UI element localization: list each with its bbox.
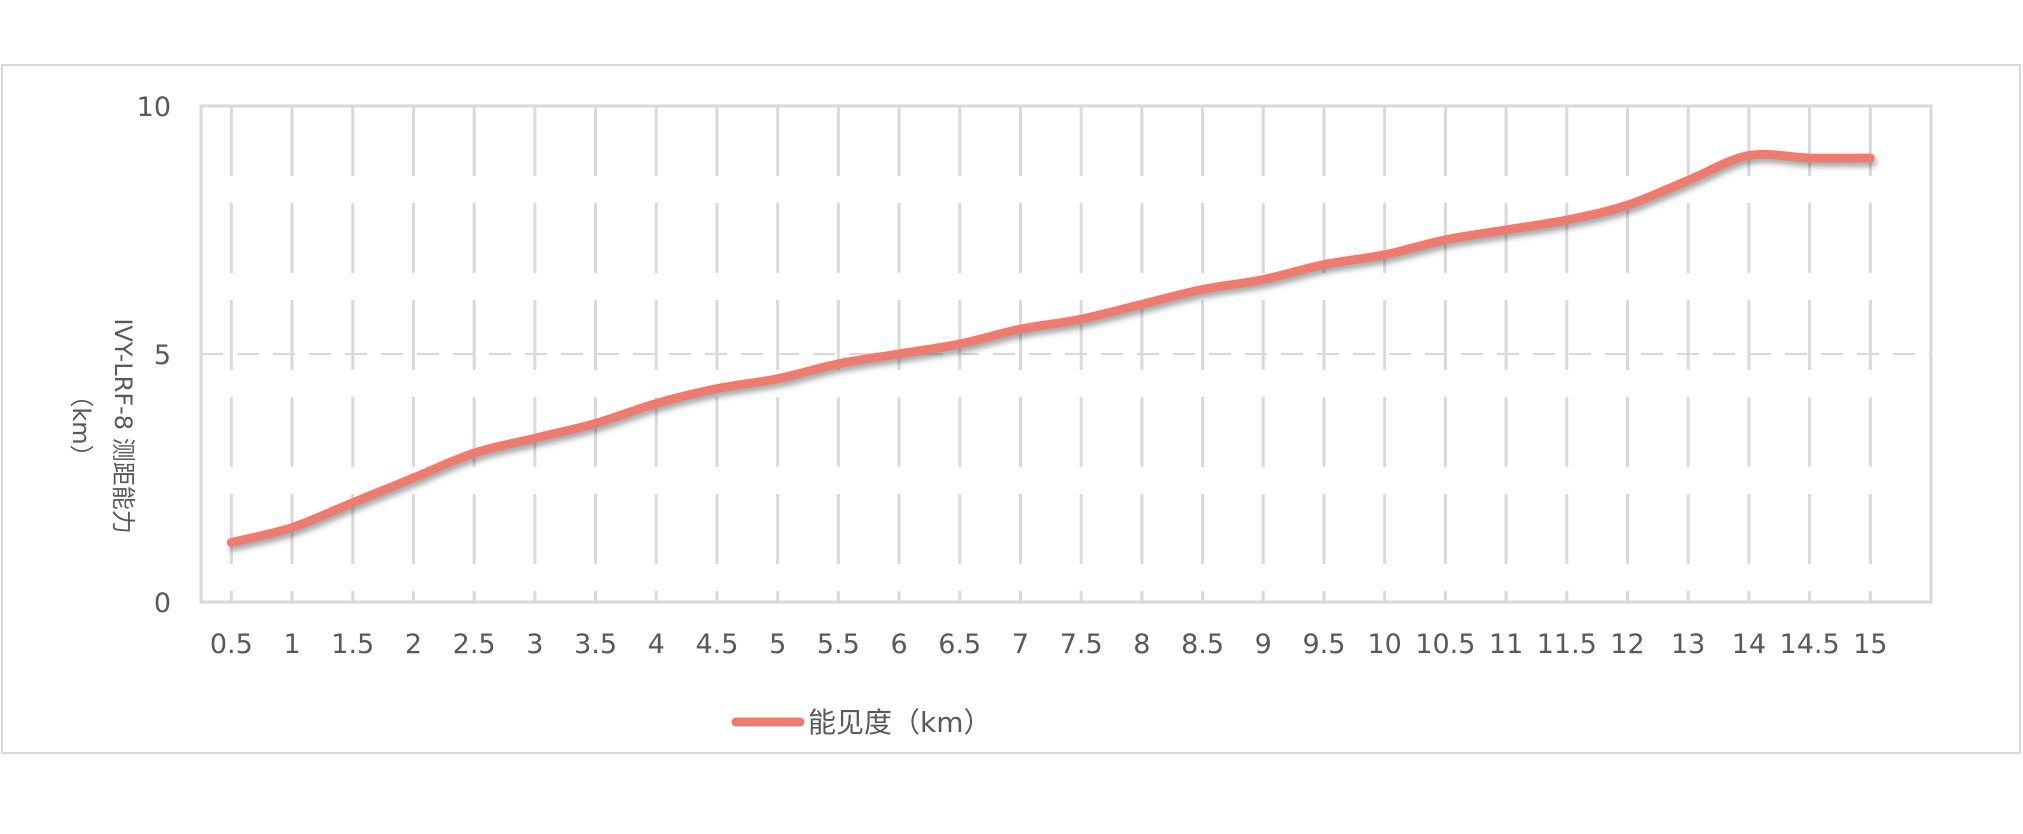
x-tick-label: 14 (1732, 629, 1766, 660)
legend-label: 能见度（km） (808, 706, 992, 739)
x-tick-label: 2.5 (453, 629, 496, 660)
chart-frame: 0 5 10 0.5 1 1.5 2 2.5 3 3.5 4 4.5 5 5.5 6 6.5 7 7.5 8 8.5… (1, 64, 2021, 754)
data-point (1020, 329, 1021, 330)
data-point (595, 423, 596, 424)
data-point (899, 354, 900, 355)
data-point (1627, 205, 1628, 206)
x-tick-label: 7 (1012, 629, 1029, 660)
legend: 能见度（km） (731, 706, 992, 739)
data-point (656, 403, 657, 404)
data-point (292, 527, 293, 528)
x-tick-label: 7.5 (1060, 629, 1103, 660)
x-tick-label: 11.5 (1537, 629, 1597, 660)
data-point (1263, 279, 1264, 280)
y-tick-label: 5 (154, 340, 171, 371)
data-point (1506, 230, 1507, 231)
data-point (1384, 254, 1385, 255)
x-tick-label: 3 (526, 629, 543, 660)
data-point (1748, 155, 1749, 156)
x-tick-label: 8.5 (1181, 629, 1224, 660)
y-axis-title-line-2: （km） (67, 383, 95, 468)
x-tick-label: 11 (1489, 629, 1523, 660)
x-tick-label: 15 (1853, 629, 1887, 660)
data-point (474, 453, 475, 454)
data-point (777, 378, 778, 379)
data-point (413, 478, 414, 479)
x-tick-label: 10 (1368, 629, 1402, 660)
x-tick-label: 9.5 (1303, 629, 1346, 660)
data-point (716, 388, 717, 389)
data-point (959, 344, 960, 345)
data-point (1870, 158, 1871, 159)
data-point (352, 502, 353, 503)
x-tick-label: 4.5 (695, 629, 738, 660)
data-point (1688, 180, 1689, 181)
x-tick-label: 9 (1255, 629, 1272, 660)
x-tick-label: 1.5 (331, 629, 374, 660)
x-tick-label: 13 (1671, 629, 1705, 660)
data-point (1141, 304, 1142, 305)
y-axis-title-line-1: IVY-LRF-8 测距能力 (109, 318, 137, 533)
x-tick-label: 6.5 (938, 629, 981, 660)
x-axis-tick-labels: 0.5 1 1.5 2 2.5 3 3.5 4 4.5 5 5.5 6 6.5 7 7.5 8 8.5 9 9.5 1… (210, 629, 1888, 660)
x-tick-label: 14.5 (1780, 629, 1840, 660)
y-tick-label: 0 (154, 588, 171, 619)
x-tick-label: 0.5 (210, 629, 253, 660)
series-line (226, 149, 1875, 547)
y-tick-label: 10 (137, 92, 171, 123)
data-point (1445, 239, 1446, 240)
data-point (1809, 158, 1810, 159)
x-tick-label: 5.5 (817, 629, 860, 660)
x-tick-label: 1 (283, 629, 300, 660)
grid-lines (199, 104, 1933, 604)
x-tick-label: 12 (1610, 629, 1644, 660)
x-tick-label: 2 (405, 629, 422, 660)
data-point (1323, 264, 1324, 265)
x-tick-label: 10.5 (1415, 629, 1475, 660)
data-point (1081, 319, 1082, 320)
x-tick-label: 3.5 (574, 629, 617, 660)
x-tick-label: 6 (890, 629, 907, 660)
x-tick-label: 4 (648, 629, 665, 660)
data-point (838, 363, 839, 364)
data-point (1566, 220, 1567, 221)
data-point (1202, 289, 1203, 290)
y-axis-title: IVY-LRF-8 测距能力 （km） (67, 318, 137, 533)
data-point (534, 438, 535, 439)
x-tick-label: 5 (769, 629, 786, 660)
series-lines (226, 149, 1875, 547)
data-point (231, 542, 232, 543)
y-axis-tick-labels: 0 5 10 (137, 92, 171, 619)
x-tick-label: 8 (1133, 629, 1150, 660)
